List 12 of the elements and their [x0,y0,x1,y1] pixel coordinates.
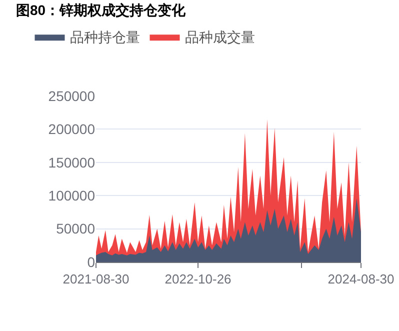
y-tick-label: 250000 [48,88,96,104]
y-tick-label: 100000 [48,188,96,204]
y-tick-label: 50000 [56,220,96,237]
y-tick-label: 150000 [48,154,96,170]
x-tick-label: 2022-10-26 [164,272,232,287]
x-tick-label: 2021-08-30 [62,272,130,287]
y-tick-label: 200000 [48,121,96,138]
chart-title: 图80：锌期权成交持仓变化 [16,2,187,18]
legend-label: 品种成交量 [184,29,255,46]
x-tick-label: 2024-08-30 [328,272,394,287]
y-tick-label: 0 [87,254,96,270]
legend-label: 品种持仓量 [70,29,140,46]
